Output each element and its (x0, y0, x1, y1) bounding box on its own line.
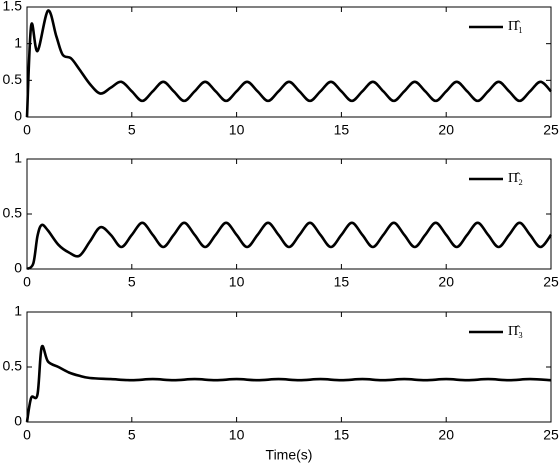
axes-frame (26, 311, 552, 423)
y-tick-label: 1 (14, 34, 22, 50)
subplot: 0 0.5 1 1.5 0 5 10 15 20 25 Π̂₁ (3, 0, 559, 138)
axes-frame (26, 158, 552, 270)
x-tick-label: 15 (334, 427, 350, 443)
x-tick-label: 20 (438, 274, 454, 290)
x-tick-label: 0 (23, 122, 31, 138)
x-tick-label: 0 (23, 274, 31, 290)
legend-label: Π̂₁ (508, 19, 523, 34)
legend: Π̂₁ (469, 19, 523, 34)
x-tick-label: 20 (438, 427, 454, 443)
data-line (26, 221, 553, 271)
y-tick-label: 0 (14, 260, 22, 276)
y-tick-label: 0 (14, 108, 22, 124)
x-tick-label: 5 (128, 122, 136, 138)
x-tick-label: 25 (543, 427, 559, 443)
y-tick-label: 0.5 (3, 358, 23, 374)
data-line (25, 9, 552, 118)
legend-label: Π̂₃ (508, 324, 523, 339)
x-tick-label: 0 (23, 427, 31, 443)
subplot: 00.510 5 10 15 20 25Π̂₂ (3, 150, 559, 290)
y-tick-label: 1 (14, 303, 22, 319)
x-tick-label: 15 (334, 274, 350, 290)
x-tick-label: 25 (543, 122, 559, 138)
axes-frame (26, 6, 552, 118)
x-tick-label: 10 (229, 427, 245, 443)
data-line (25, 344, 552, 423)
x-tick-label: 10 (229, 274, 245, 290)
x-tick-label: 5 (128, 274, 136, 290)
x-tick-label: 15 (334, 122, 350, 138)
x-axis-label: Time(s) (266, 447, 313, 463)
y-tick-label: 0 (14, 413, 22, 429)
legend: Π̂₂ (469, 171, 523, 186)
y-tick-label: 1 (14, 150, 22, 166)
x-tick-label: 5 (128, 427, 136, 443)
y-tick-label: 1.5 (3, 0, 23, 14)
legend: Π̂₃ (469, 324, 523, 339)
y-tick-label: 0.5 (3, 71, 23, 87)
x-tick-label: 20 (438, 122, 454, 138)
y-tick-label: 0.5 (3, 205, 23, 221)
x-tick-label: 10 (229, 122, 245, 138)
x-tick-label: 25 (543, 274, 559, 290)
legend-label: Π̂₂ (508, 171, 523, 186)
